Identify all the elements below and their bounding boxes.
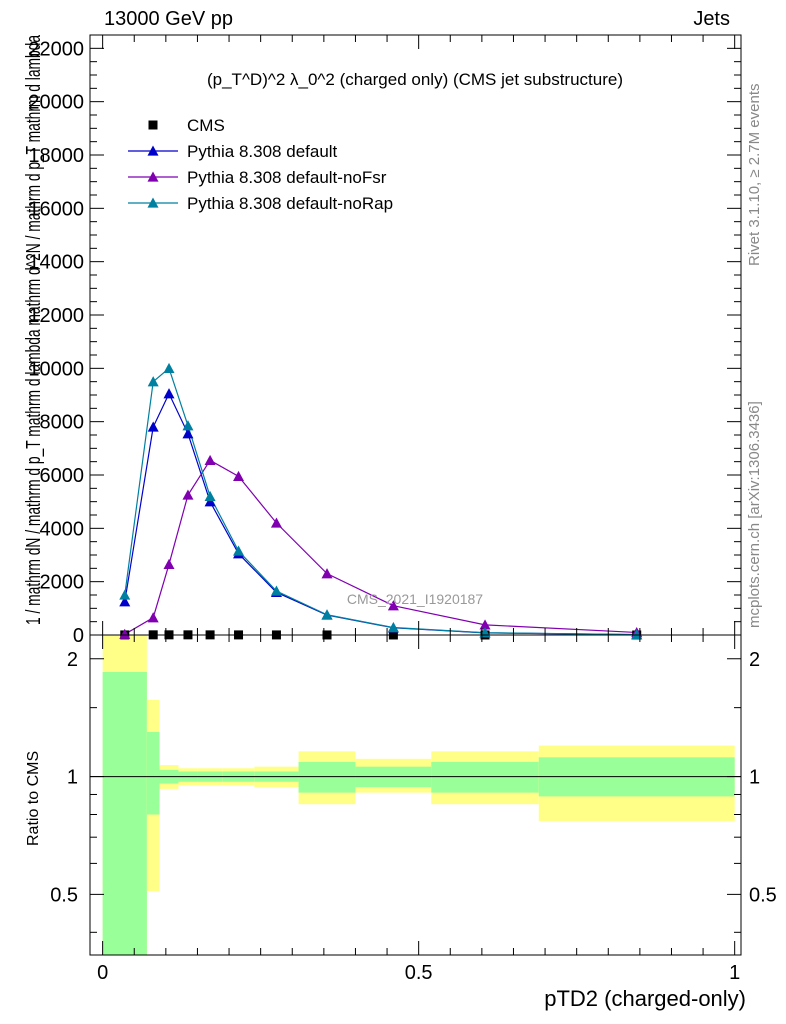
y-tick-label-0: 0 bbox=[73, 625, 84, 647]
point-pythia-8-308-default-nofsr-8 bbox=[387, 600, 399, 611]
legend-marker-1 bbox=[147, 145, 159, 156]
ratio-band-green-1 bbox=[146, 731, 160, 815]
point-pythia-8-308-default-norap-3 bbox=[182, 420, 194, 431]
legend-label-1: Pythia 8.308 default bbox=[187, 142, 338, 161]
legend-label-3: Pythia 8.308 default-noRap bbox=[187, 194, 393, 213]
y-tick-label-2: 4000 bbox=[40, 518, 85, 540]
point-pythia-8-308-default-2 bbox=[163, 388, 175, 399]
y-tick-label-1: 2000 bbox=[40, 572, 85, 594]
text-labels: 0 2000 4000 6000 8000 10000 12000 14000 16000 180… bbox=[23, 34, 777, 1011]
y-tick-label-8: 16000 bbox=[28, 198, 84, 220]
point-pythia-8-308-default-norap-8 bbox=[387, 622, 399, 633]
y-tick-label-6: 12000 bbox=[28, 305, 84, 327]
point-pythia-8-308-default-1 bbox=[147, 421, 159, 432]
ratio-y-tick-label-left-1: 1 bbox=[67, 767, 78, 789]
point-pythia-8-308-default-nofsr-0 bbox=[119, 628, 131, 639]
point-pythia-8-308-default-nofsr-9 bbox=[479, 619, 491, 630]
point-pythia-8-308-default-norap-5 bbox=[233, 545, 245, 556]
x-tick-label-1: 0.5 bbox=[405, 962, 433, 984]
x-tick-label-2: 1 bbox=[729, 962, 740, 984]
ratio-y-tick-label-left-2: 2 bbox=[67, 649, 78, 671]
ratio-y-tick-label-left-0: 0.5 bbox=[50, 884, 78, 906]
ratio-y-tick-label-right-0: 0.5 bbox=[749, 884, 777, 906]
point-pythia-8-308-default-nofsr-5 bbox=[233, 470, 245, 482]
ratio-band-green-9 bbox=[431, 761, 539, 793]
x-tick-label-0: 0 bbox=[97, 962, 108, 984]
series-line-pythia-8-308-default-nofsr bbox=[124, 459, 637, 635]
point-pythia-8-308-default-norap-7 bbox=[321, 609, 333, 620]
y-tick-label-11: 22000 bbox=[28, 38, 84, 60]
point-pythia-8-308-default-norap-0 bbox=[119, 589, 131, 600]
y-tick-label-5: 10000 bbox=[28, 358, 84, 380]
y-tick-label-10: 20000 bbox=[28, 92, 84, 114]
point-pythia-8-308-default-nofsr-1 bbox=[147, 612, 159, 623]
ratio-plot-frame bbox=[89, 634, 742, 956]
point-pythia-8-308-default-norap-4 bbox=[204, 490, 216, 502]
plot-title: (p_T^D)^2 λ_0^2 (charged only) (CMS jet … bbox=[207, 70, 623, 89]
point-pythia-8-308-default-nofsr-2 bbox=[163, 558, 175, 570]
point-pythia-8-308-default-norap-6 bbox=[270, 585, 282, 596]
y-tick-label-3: 6000 bbox=[40, 465, 85, 487]
header-right: Jets bbox=[693, 8, 730, 30]
y-tick-label-7: 14000 bbox=[28, 252, 84, 274]
ratio-band-green-7 bbox=[298, 761, 356, 793]
header-left: 13000 GeV pp bbox=[104, 8, 233, 30]
y-axis-title: 1 / mathrm dN / mathrm d p_T mathrm d la… bbox=[23, 34, 45, 625]
x-axis-title: pTD2 (charged-only) bbox=[544, 986, 746, 1011]
ratio-y-axis-title: Ratio to CMS bbox=[25, 751, 42, 846]
ratio-y-tick-label-right-1: 1 bbox=[749, 767, 760, 789]
ratio-y-tick-label-right-2: 2 bbox=[749, 649, 760, 671]
axis-ticks bbox=[90, 35, 741, 955]
legend-marker-2 bbox=[147, 171, 159, 182]
ratio-uncertainty-bands bbox=[90, 635, 741, 955]
y-tick-label-4: 8000 bbox=[40, 412, 85, 434]
point-pythia-8-308-default-nofsr-3 bbox=[182, 489, 194, 500]
point-pythia-8-308-default-nofsr-6 bbox=[270, 517, 282, 528]
legend-label-0: CMS bbox=[187, 116, 225, 135]
legend-marker-3 bbox=[147, 197, 159, 208]
legend-marker-0 bbox=[148, 120, 158, 130]
point-pythia-8-308-default-norap-2 bbox=[163, 362, 175, 374]
ratio-band-green-0 bbox=[102, 672, 147, 955]
point-pythia-8-308-default-3 bbox=[182, 428, 194, 439]
point-pythia-8-308-default-4 bbox=[204, 496, 216, 507]
legend-label-2: Pythia 8.308 default-noFsr bbox=[187, 168, 387, 187]
analysis-watermark: CMS_2021_I1920187 bbox=[347, 591, 483, 607]
legend: CMS Pythia 8.308 default Pythia 8.308 defa… bbox=[128, 116, 393, 213]
point-pythia-8-308-default-0 bbox=[119, 596, 131, 607]
point-pythia-8-308-default-nofsr-7 bbox=[321, 568, 333, 579]
point-pythia-8-308-default-nofsr-4 bbox=[204, 454, 216, 466]
y-tick-label-9: 18000 bbox=[28, 145, 84, 167]
point-pythia-8-308-default-norap-1 bbox=[147, 376, 159, 387]
